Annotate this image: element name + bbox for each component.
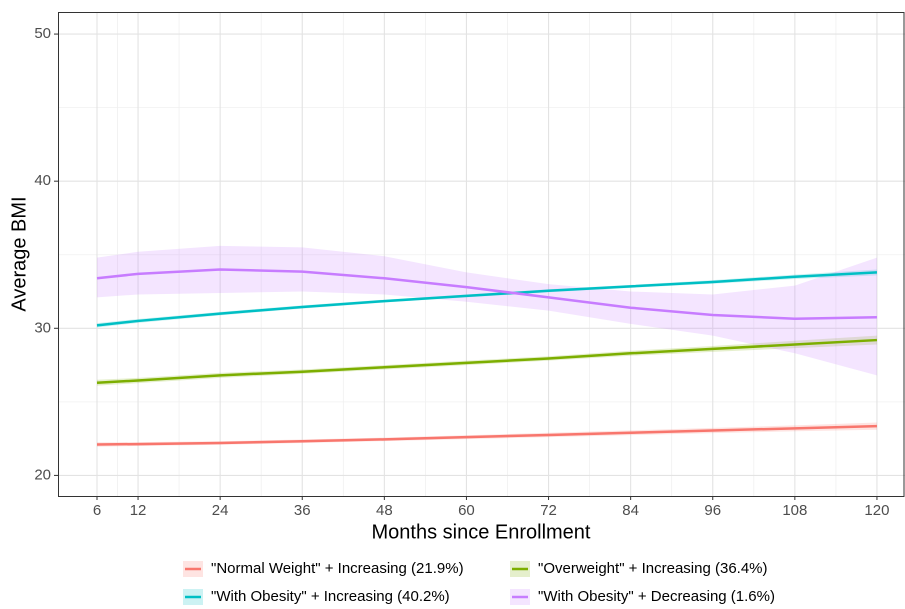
legend-label: "Overweight" + Increasing (36.4%)	[538, 560, 768, 577]
legend-label: "With Obesity" + Increasing (40.2%)	[211, 588, 450, 605]
x-tick-label: 12	[130, 502, 147, 519]
x-tick-label: 24	[212, 502, 229, 519]
y-tick-label: 50	[34, 25, 51, 42]
y-tick-label: 20	[34, 466, 51, 483]
series-line	[96, 424, 877, 446]
x-tick-label: 60	[458, 502, 475, 519]
x-tick-label: 6	[93, 502, 101, 519]
series-line	[96, 338, 878, 384]
x-axis-title: Months since Enrollment	[372, 521, 591, 543]
y-tick-label: 30	[34, 319, 51, 336]
series-line	[96, 268, 877, 320]
legend-label: "Normal Weight" + Increasing (21.9%)	[211, 560, 464, 577]
panel-border	[58, 12, 905, 497]
x-tick-label: 48	[376, 502, 393, 519]
x-tick-label: 108	[782, 502, 807, 519]
confidence-band	[96, 245, 877, 376]
y-tick-label: 40	[34, 172, 51, 189]
legend-label: "With Obesity" + Decreasing (1.6%)	[538, 588, 775, 605]
series-line	[96, 271, 878, 327]
x-tick-label: 120	[864, 502, 889, 519]
x-tick-label: 96	[704, 502, 721, 519]
y-axis-title: Average BMI	[8, 196, 30, 311]
x-tick-label: 72	[540, 502, 557, 519]
x-tick-label: 36	[294, 502, 311, 519]
x-tick-label: 84	[622, 502, 639, 519]
